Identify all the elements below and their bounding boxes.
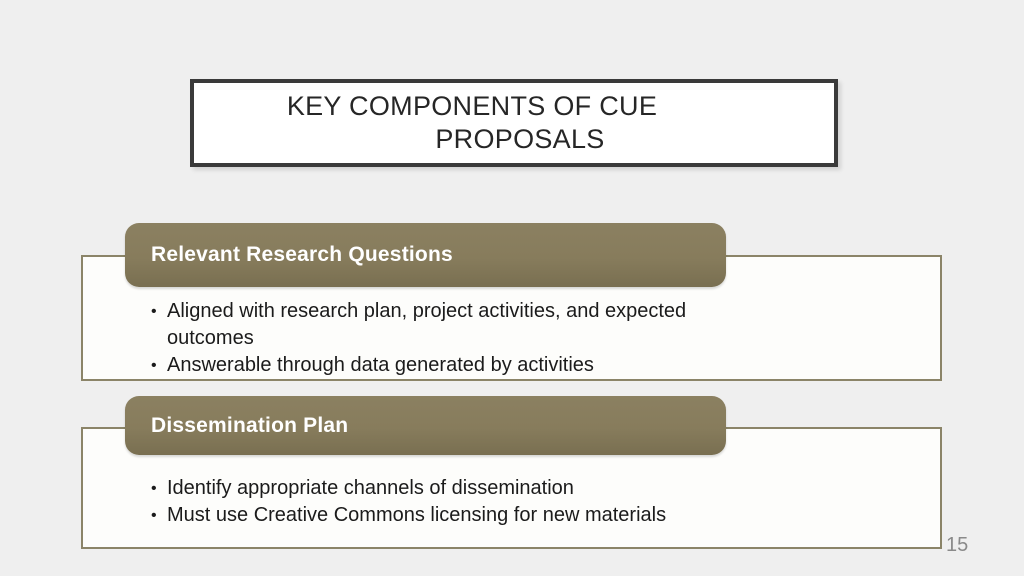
section-header-research-questions: Relevant Research Questions xyxy=(125,223,726,287)
bullet-text: Identify appropriate channels of dissemi… xyxy=(167,477,574,499)
bullet-text: Must use Creative Commons licensing for … xyxy=(167,504,667,526)
section-header-label: Dissemination Plan xyxy=(151,413,349,437)
section-header-label: Relevant Research Questions xyxy=(151,243,453,266)
slide-title-box: KEY COMPONENTS OF CUE PROPOSALS xyxy=(190,79,838,167)
bullet-text: Answerable through data generated by act… xyxy=(167,354,594,376)
bullet-item: • Identify appropriate channels of disse… xyxy=(151,475,910,502)
bullet-item: • Must use Creative Commons licensing fo… xyxy=(151,502,910,529)
slide-title-line-2: PROPOSALS xyxy=(435,124,605,154)
page-number: 15 xyxy=(946,534,969,556)
bullet-icon: • xyxy=(151,480,157,497)
section-dissemination-plan-bullet-list: • Identify appropriate channels of disse… xyxy=(83,429,940,529)
bullet-icon: • xyxy=(151,507,157,524)
bullet-icon: • xyxy=(151,357,157,374)
slide-title-line-1: KEY COMPONENTS OF CUE xyxy=(286,91,658,121)
bullet-text: Aligned with research plan, project acti… xyxy=(167,300,687,349)
bullet-icon: • xyxy=(151,303,157,320)
section-research-questions-bullet-list: • Aligned with research plan, project ac… xyxy=(83,257,940,379)
bullet-item: • Answerable through data generated by a… xyxy=(151,352,910,379)
bullet-item: • Aligned with research plan, project ac… xyxy=(151,298,910,352)
section-header-dissemination-plan: Dissemination Plan xyxy=(125,396,726,455)
